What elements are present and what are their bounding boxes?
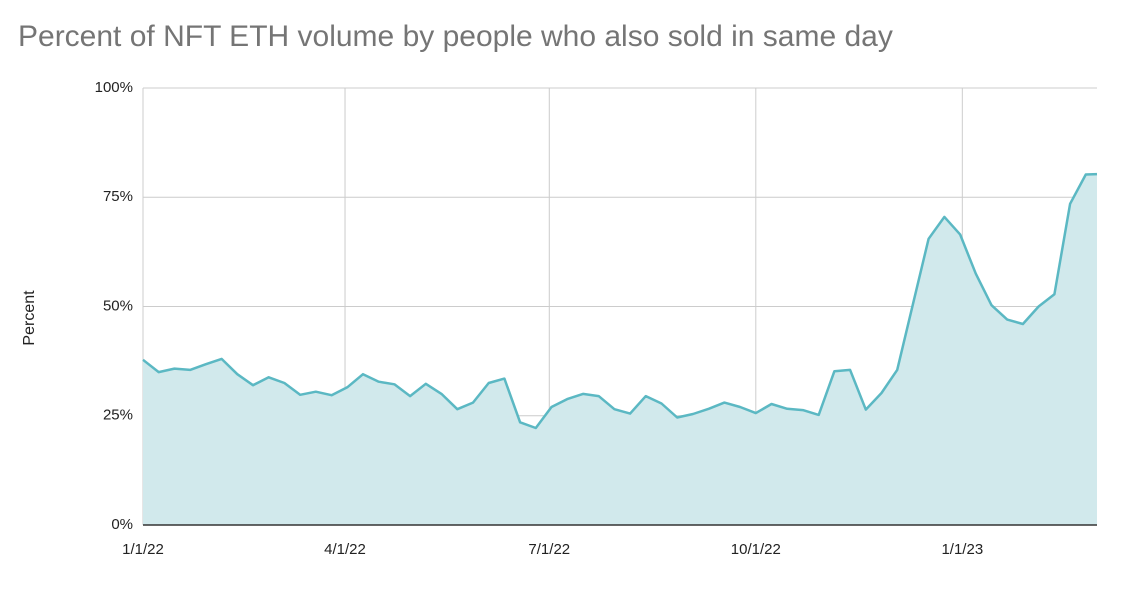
x-tick-label: 4/1/22 [324, 541, 366, 558]
x-tick-label: 10/1/22 [731, 541, 781, 558]
y-axis-label: Percent [21, 290, 38, 346]
chart-title: Percent of NFT ETH volume by people who … [18, 20, 893, 53]
x-tick-label: 1/1/22 [122, 541, 164, 558]
line [142, 172, 1098, 430]
area-fill [143, 174, 1097, 525]
y-tick-label: 25% [103, 407, 133, 424]
x-tick-label: 7/1/22 [528, 541, 570, 558]
y-tick-label: 100% [95, 79, 133, 96]
x-tick-label: 1/1/23 [941, 541, 983, 558]
y-tick-label: 50% [103, 297, 133, 314]
y-tick-label: 75% [103, 188, 133, 205]
y-tick-label: 0% [111, 516, 133, 533]
